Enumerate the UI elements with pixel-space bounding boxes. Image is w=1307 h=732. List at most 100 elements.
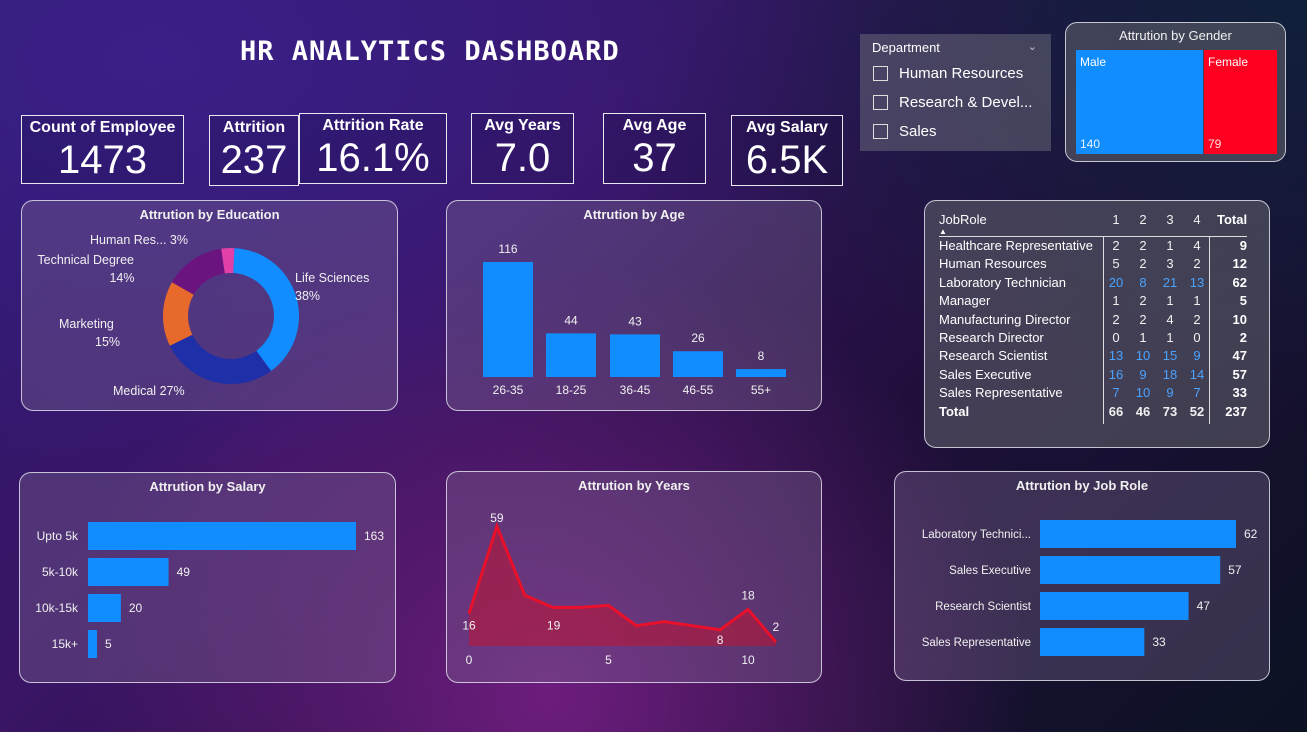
table-row[interactable]: Sales Executive 16 9 18 14 57: [939, 367, 1259, 385]
kpi-attrition-rate[interactable]: Attrition Rate 16.1%: [299, 113, 447, 184]
bar[interactable]: [483, 262, 533, 377]
value-cell: 1: [1112, 212, 1120, 227]
x-tick-label: 36-45: [620, 383, 651, 397]
bar[interactable]: [1040, 520, 1236, 548]
table-header[interactable]: JobRole 1 2 3 4 Total: [939, 212, 1259, 230]
total-cell: 33: [1232, 385, 1247, 401]
table-row[interactable]: Research Director 0 1 1 0 2: [939, 330, 1259, 348]
value-cell: 20: [1108, 274, 1124, 290]
kpi-value: 237: [220, 138, 288, 182]
x-tick-label: 5: [605, 653, 612, 667]
jobrole-matrix[interactable]: JobRole 1 2 3 4 Total ▲ Healthcare Representati…: [924, 200, 1270, 448]
bar[interactable]: [673, 351, 723, 377]
card-title: Attrution by Education: [139, 207, 280, 222]
value-cell: 1: [1166, 238, 1174, 253]
data-label: 26: [691, 331, 705, 345]
donut-slice[interactable]: [171, 248, 225, 295]
total-cell: 62: [1232, 274, 1247, 290]
bar[interactable]: [88, 522, 356, 550]
table-row[interactable]: Sales Representative 7 10 9 7 33: [939, 385, 1259, 403]
bar[interactable]: [1040, 556, 1221, 584]
treemap-female[interactable]: Female 79: [1204, 50, 1277, 154]
table-row[interactable]: Manufacturing Director 2 2 4 2 10: [939, 312, 1259, 330]
checkbox[interactable]: [873, 95, 888, 110]
y-tick-label: Research Scientist: [935, 601, 1032, 613]
role-cell: Research Scientist: [939, 348, 1048, 364]
sort-icon[interactable]: ▲: [939, 227, 947, 236]
male-value: 140: [1080, 137, 1101, 151]
kpi-label: Attrition: [222, 119, 286, 136]
data-label: 8: [717, 633, 724, 647]
y-tick-label: Sales Executive: [949, 565, 1031, 577]
value-cell: 16: [1108, 366, 1124, 382]
table-row[interactable]: Healthcare Representative 2 2 1 4 9: [939, 238, 1259, 256]
role-cell: JobRole: [939, 212, 987, 227]
bar[interactable]: [88, 630, 97, 658]
slice-pct-technical: 14%: [109, 271, 134, 285]
value-cell: 10: [1135, 385, 1151, 401]
donut-slice[interactable]: [233, 248, 299, 371]
role-cell: Total: [939, 403, 970, 419]
table-row[interactable]: Human Resources 5 2 3 2 12: [939, 256, 1259, 274]
bar[interactable]: [1040, 592, 1189, 620]
card-title: Attrution by Age: [583, 207, 685, 222]
years-area-chart: 16 59 19 8 18 2 0 5 10: [462, 511, 779, 667]
value-cell: 1: [1193, 293, 1201, 309]
kpi-value: 6.5K: [745, 138, 829, 182]
bar[interactable]: [88, 594, 121, 622]
column-divider: [1209, 237, 1210, 424]
jobrole-card[interactable]: Attrution by Job Role 62 Laboratory Techn…: [894, 471, 1270, 681]
slicer-option-human-resources[interactable]: Human Resources: [873, 65, 1023, 82]
line-series[interactable]: [467, 521, 778, 643]
slice-pct-marketing: 15%: [95, 335, 120, 349]
checkbox[interactable]: [873, 66, 888, 81]
value-cell: 13: [1189, 274, 1205, 290]
table-row[interactable]: Research Scientist 13 10 15 9 47: [939, 348, 1259, 366]
y-tick-label: 5k-10k: [42, 565, 79, 579]
donut-slice[interactable]: [221, 248, 235, 274]
female-label: Female: [1208, 55, 1249, 69]
bar[interactable]: [736, 369, 786, 377]
chevron-down-icon[interactable]: ⌄: [1027, 40, 1037, 53]
x-tick-label: 46-55: [683, 383, 714, 397]
donut-slice[interactable]: [163, 282, 194, 346]
salary-card[interactable]: Attrution by Salary 163 Upto 5k 49 5k-10k 20…: [19, 472, 396, 683]
value-cell: 1: [1139, 330, 1147, 345]
value-cell: 2: [1112, 238, 1120, 253]
total-cell: 2: [1239, 330, 1247, 345]
donut-slice[interactable]: [169, 334, 272, 384]
department-slicer[interactable]: Department ⌄ Human Resources Research & …: [860, 34, 1051, 151]
bar[interactable]: [88, 558, 169, 586]
bar[interactable]: [610, 334, 660, 377]
total-cell: 57: [1232, 366, 1247, 382]
data-label: 33: [1152, 635, 1166, 649]
value-cell: 73: [1162, 403, 1178, 419]
education-card[interactable]: Attrution by Education Human Res... 3% T…: [21, 200, 398, 411]
kpi-avg-years[interactable]: Avg Years 7.0: [471, 113, 574, 184]
checkbox[interactable]: [873, 124, 888, 139]
kpi-attrition[interactable]: Attrition 237: [209, 115, 299, 186]
treemap-male[interactable]: Male 140: [1076, 50, 1203, 154]
value-cell: 1: [1112, 293, 1120, 309]
bar[interactable]: [1040, 628, 1145, 656]
slice-label-life-sciences: Life Sciences: [295, 271, 369, 285]
bar[interactable]: [546, 333, 596, 377]
table-row[interactable]: Laboratory Technician 20 8 21 13 62: [939, 275, 1259, 293]
data-label: 44: [564, 313, 578, 327]
value-cell: 2: [1139, 311, 1147, 327]
value-cell: 1: [1166, 330, 1174, 345]
kpi-count-employee[interactable]: Count of Employee 1473: [21, 115, 184, 184]
table-row[interactable]: Manager 1 2 1 1 5: [939, 293, 1259, 311]
total-cell: 47: [1232, 348, 1247, 364]
data-label: 43: [628, 314, 642, 328]
age-card[interactable]: Attrution by Age 116 26-35 44 18-25 43 36-45 2…: [446, 200, 822, 411]
table-total-row[interactable]: Total 66 46 73 52 237: [939, 404, 1259, 422]
kpi-avg-salary[interactable]: Avg Salary 6.5K: [731, 115, 843, 186]
slicer-option-sales[interactable]: Sales: [873, 123, 937, 140]
gender-card[interactable]: Attrution by Gender Male 140 Female 79: [1065, 22, 1286, 162]
slicer-option-research[interactable]: Research & Devel...: [873, 94, 1032, 111]
kpi-avg-age[interactable]: Avg Age 37: [603, 113, 706, 184]
years-card[interactable]: Attrution by Years 16 59 19 8 18 2 0 5 10: [446, 471, 822, 683]
data-label: 5: [105, 637, 112, 651]
card-title: Attrution by Salary: [149, 479, 266, 494]
